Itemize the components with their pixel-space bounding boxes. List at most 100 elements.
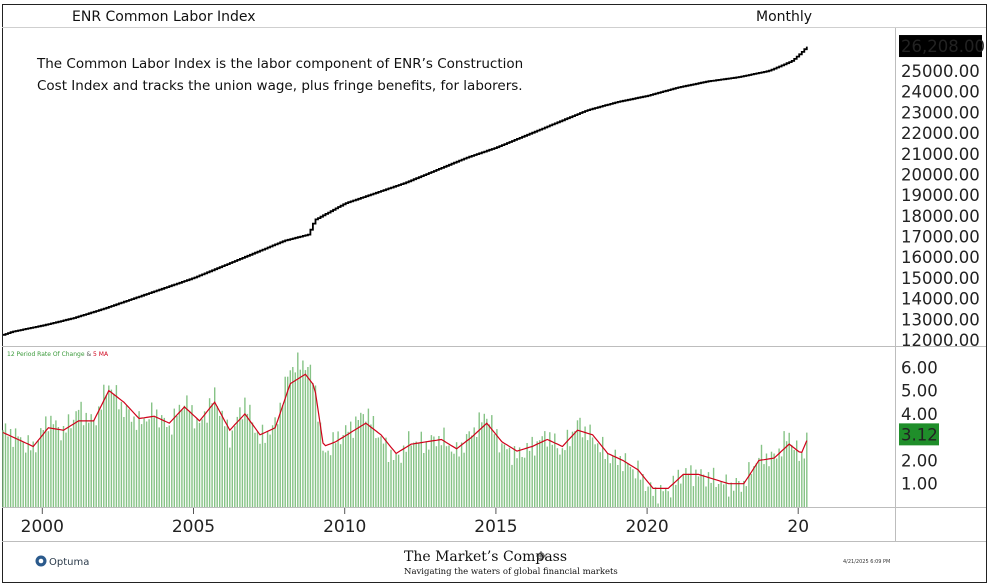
roc-bar (128, 409, 130, 507)
roc-bar (362, 414, 364, 507)
roc-bar (612, 455, 614, 507)
roc-bar (796, 440, 798, 507)
roc-bar (405, 451, 407, 507)
roc-bar (521, 457, 523, 507)
roc-bar (770, 451, 773, 507)
roc-bar (93, 420, 95, 507)
roc-bar (9, 429, 12, 507)
price-y-tick-label: 25000.00 (901, 62, 980, 81)
roc-bar (624, 453, 627, 507)
roc-bar (481, 422, 483, 507)
roc-bar (400, 462, 402, 507)
roc-bar (264, 442, 266, 507)
roc-bar (375, 438, 377, 507)
price-line-layer (3, 46, 808, 336)
roc-bar (483, 413, 485, 507)
roc-bar (702, 474, 705, 507)
roc-bar (579, 417, 581, 507)
roc-bar (153, 417, 155, 507)
roc-bar (574, 431, 576, 507)
roc-bar (619, 456, 621, 507)
roc-bar (629, 466, 632, 507)
roc-bar (57, 427, 60, 507)
roc-bar (382, 443, 385, 507)
roc-bar (791, 444, 793, 507)
roc-bar (75, 411, 77, 507)
roc-bar (130, 421, 133, 507)
roc-bar (88, 422, 90, 507)
roc-bar (564, 450, 566, 507)
roc-bar (85, 412, 87, 507)
roc-bar (672, 475, 674, 507)
price-y-tick-label: 13000.00 (901, 310, 980, 329)
roc-bar (113, 393, 115, 507)
roc-bar (390, 449, 392, 507)
roc-bar (413, 442, 415, 507)
roc-bar (725, 474, 727, 507)
outer-border (2, 4, 987, 583)
roc-bar (695, 469, 697, 507)
roc-bar (40, 428, 42, 507)
roc-bar (168, 425, 170, 507)
roc-bar (198, 422, 201, 507)
roc-bar (476, 437, 478, 507)
roc-bar (50, 415, 52, 507)
roc-bar (309, 364, 312, 507)
price-badge-label: 26,208.00 (901, 37, 985, 56)
roc-bar (649, 482, 652, 507)
roc-bar (408, 431, 410, 507)
roc-bar (622, 471, 624, 507)
x-tick-label: 2005 (172, 517, 215, 537)
roc-bar (569, 446, 571, 507)
roc-bar (103, 384, 105, 507)
roc-bar (19, 437, 22, 507)
roc-bar (471, 435, 473, 507)
roc-bar (156, 409, 158, 507)
brand-tagline: Navigating the waters of global financia… (404, 567, 618, 577)
roc-bar (566, 429, 569, 507)
roc-bar (110, 389, 113, 507)
roc-bar (450, 451, 453, 507)
roc-bar (135, 429, 138, 507)
roc-bar (775, 458, 778, 507)
roc-bar (203, 411, 206, 507)
roc-bar (307, 367, 309, 507)
roc-bar (478, 412, 480, 507)
roc-bar (803, 458, 805, 507)
roc-bar (7, 436, 9, 507)
roc-bar (750, 474, 753, 507)
price-series-line (3, 46, 808, 336)
roc-bar (239, 407, 241, 507)
roc-y-tick-label: 5.00 (901, 382, 938, 401)
roc-bar (554, 433, 556, 507)
roc-bar (277, 424, 279, 507)
roc-bar (503, 444, 506, 507)
roc-legend-amp: & (85, 351, 94, 358)
price-y-tick-label: 15000.00 (901, 269, 980, 288)
roc-bar (528, 450, 531, 507)
roc-bar (145, 421, 148, 507)
optuma-logo-text: Optuma (49, 557, 89, 568)
roc-ma-layer (2, 373, 808, 489)
roc-bar (339, 444, 342, 507)
roc-legend-roc: 12 Period Rate Of Change (7, 351, 85, 358)
roc-bar (166, 427, 168, 507)
roc-bar (284, 376, 286, 507)
roc-bar (783, 431, 785, 507)
roc-bar (395, 454, 397, 507)
roc-bar (385, 437, 387, 507)
roc-bar (677, 469, 679, 507)
roc-bar (123, 417, 125, 507)
roc-bar (801, 452, 803, 507)
roc-bar (491, 415, 493, 507)
roc-bar (571, 431, 574, 507)
roc-bar (652, 495, 654, 507)
roc-bar (163, 417, 165, 507)
roc-bar (710, 482, 712, 507)
roc-bar (365, 421, 367, 507)
roc-bar (219, 415, 221, 507)
roc-bar (435, 446, 438, 507)
roc-bar (415, 441, 417, 507)
roc-bar (433, 436, 435, 507)
